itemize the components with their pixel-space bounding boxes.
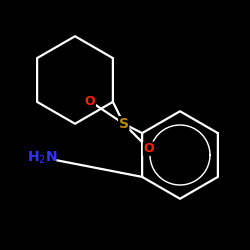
Text: S: S [119,117,129,131]
Text: O: O [144,142,154,155]
Text: H$_2$N: H$_2$N [27,149,58,166]
Text: O: O [85,95,95,108]
